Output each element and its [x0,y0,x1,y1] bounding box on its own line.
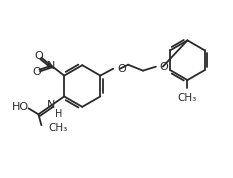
Text: H: H [55,109,63,119]
Text: N: N [47,61,55,71]
Text: O: O [34,51,43,61]
Text: O: O [160,62,169,72]
Text: N: N [47,100,55,110]
Text: O: O [32,67,41,77]
Text: O: O [117,64,126,74]
Text: CH₃: CH₃ [178,93,197,103]
Text: HO: HO [12,102,29,112]
Text: CH₃: CH₃ [48,123,68,133]
